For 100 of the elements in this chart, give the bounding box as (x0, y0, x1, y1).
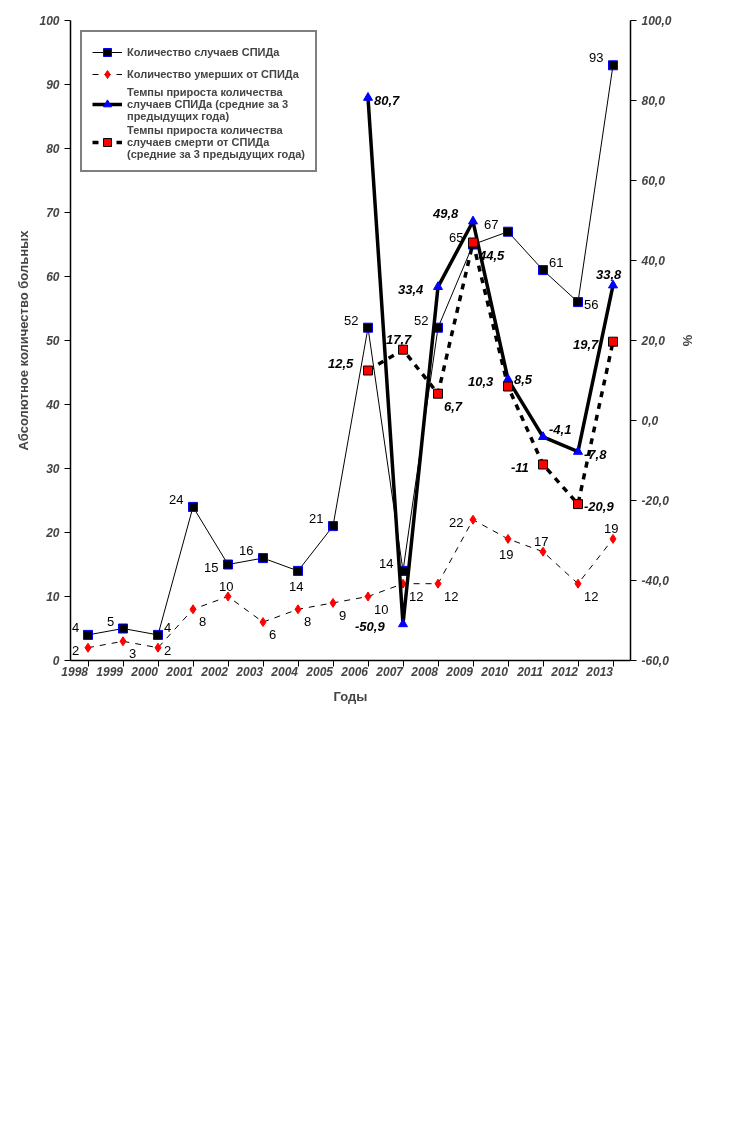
data-label: 17,7 (386, 331, 413, 347)
data-label: -11 (511, 459, 529, 475)
data-label: 12 (584, 588, 599, 604)
legend-label: Количество умерших от СПИДа (127, 68, 299, 80)
data-label: 12 (444, 588, 459, 604)
x-tick-label: 2008 (410, 665, 439, 679)
x-tick-label: 2005 (305, 665, 334, 679)
data-label: -50,9 (355, 619, 386, 635)
point (503, 226, 513, 237)
x-tick-label: 2009 (445, 665, 474, 679)
legend-label: Количество случаев СПИДа (127, 46, 280, 58)
legend-label: Темпы прироста количества случаев СПИДа (средние за 3 предыдущих года) (127, 86, 289, 122)
data-label: 19 (499, 546, 514, 562)
data-label: 16 (239, 543, 254, 559)
point (223, 559, 233, 570)
y-tick-label: 20 (45, 526, 60, 540)
data-label: 10 (219, 578, 234, 594)
data-label: 24 (169, 491, 184, 507)
data-label: 56 (584, 297, 599, 313)
data-label: -20,9 (584, 499, 615, 515)
point (188, 501, 198, 512)
y2-tick-label: 60,0 (641, 174, 666, 188)
data-label: 19 (604, 520, 619, 536)
point (363, 322, 373, 333)
x-tick-label: 2002 (200, 665, 229, 679)
data-label: -7,8 (584, 446, 608, 462)
y-tick-label: 90 (46, 78, 60, 92)
y-tick-label: 40 (45, 398, 60, 412)
y-tick-label: 80 (46, 142, 60, 156)
x-tick-label: 1998 (61, 665, 89, 679)
data-label: 4 (72, 619, 80, 635)
data-label: 52 (344, 312, 359, 328)
point (83, 629, 93, 640)
y2-axis-title: % (679, 334, 695, 347)
data-label: 17 (534, 533, 549, 549)
x-tick-label: 2013 (585, 665, 614, 679)
x-tick-label: 2007 (375, 665, 405, 679)
point (433, 388, 443, 399)
data-label: 14 (379, 555, 394, 571)
data-label: 80,7 (374, 92, 401, 108)
x-tick-label: 1999 (96, 665, 124, 679)
y2-tick-label: -40,0 (641, 574, 670, 588)
data-label: 15 (204, 559, 219, 575)
data-label: 19,7 (573, 336, 600, 352)
x-tick-label: 2001 (165, 665, 194, 679)
point (573, 297, 583, 308)
data-label: 12,5 (328, 355, 355, 371)
data-label: 22 (449, 514, 464, 530)
data-label: 93 (589, 50, 604, 66)
data-label: 14 (289, 578, 304, 594)
data-label: 33,8 (596, 267, 623, 283)
data-label: 5 (107, 613, 115, 629)
data-label: 33,4 (398, 281, 425, 297)
data-label: 8 (304, 614, 312, 630)
y2-tick-label: 0,0 (641, 414, 659, 428)
y-tick-label: 30 (46, 462, 60, 476)
data-label: 10 (374, 601, 389, 617)
data-label: 8,5 (514, 371, 533, 387)
point (328, 521, 338, 532)
data-label: 6 (269, 627, 277, 643)
point (573, 499, 583, 510)
legend-label: Темпы прироста количества случаев смерти от СПИДа (средние за 3 предыдущих года) (127, 124, 305, 160)
x-tick-label: 2011 (516, 665, 544, 679)
data-label: 2 (72, 642, 80, 658)
y-tick-label: 60 (46, 270, 60, 284)
y2-tick-label: 80,0 (641, 94, 666, 108)
x-axis-title: Годы (333, 688, 368, 704)
x-tick-label: 2004 (270, 665, 299, 679)
point (538, 459, 548, 470)
point (608, 60, 618, 71)
data-label: 52 (414, 312, 429, 328)
x-tick-label: 2012 (550, 665, 579, 679)
data-label: 4 (164, 619, 172, 635)
data-label: 3 (129, 646, 137, 662)
point (608, 336, 618, 347)
point (363, 365, 373, 376)
y2-tick-label: 100,0 (641, 14, 672, 28)
data-label: 6,7 (444, 398, 463, 414)
point (258, 553, 268, 564)
point (538, 265, 548, 276)
data-label: 61 (549, 255, 564, 271)
x-tick-label: 2000 (130, 665, 159, 679)
data-label: 67 (484, 216, 499, 232)
y-axis-title: Абсолютное количество больных (16, 229, 32, 451)
data-label: 49,8 (432, 206, 460, 222)
data-label: 2 (164, 642, 172, 658)
y-tick-label: 50 (46, 334, 60, 348)
y2-tick-label: 40,0 (640, 254, 666, 268)
y2-tick-label: -20,0 (641, 494, 670, 508)
data-label: 21 (309, 511, 324, 527)
data-label: 8 (199, 614, 207, 630)
x-tick-label: 2010 (480, 665, 509, 679)
point (293, 565, 303, 576)
y-tick-label: 10 (46, 590, 60, 604)
y-tick-label: 0 (52, 654, 60, 668)
point (503, 381, 513, 392)
data-label: 12 (409, 588, 424, 604)
data-label: -4,1 (549, 421, 572, 437)
point (153, 629, 163, 640)
y2-tick-label: -60,0 (641, 654, 670, 668)
